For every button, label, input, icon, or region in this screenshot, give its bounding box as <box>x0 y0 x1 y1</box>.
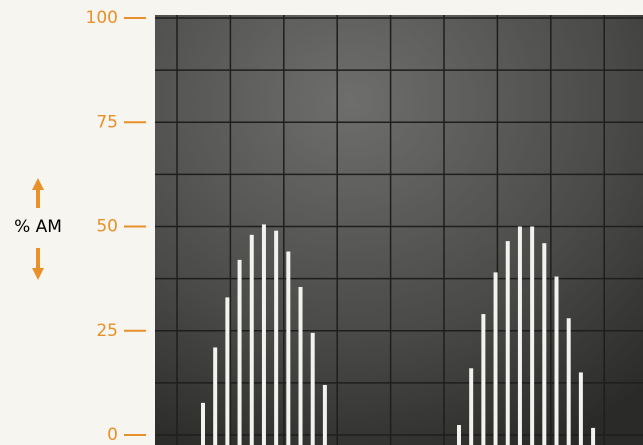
y-tick-label: 25 <box>96 321 118 341</box>
bar <box>494 272 498 445</box>
bar <box>238 260 242 445</box>
page: % AM 0255075100 (() => { const data = JS… <box>0 0 643 445</box>
bar <box>323 385 327 445</box>
y-tick-label: 75 <box>96 112 118 132</box>
bar <box>567 318 571 445</box>
chart: % AM 0 25 50 75 100 <box>0 0 643 445</box>
arrow-up <box>32 178 44 208</box>
y-tick-label: 100 <box>86 8 118 28</box>
bar <box>262 224 266 445</box>
bar <box>225 297 229 445</box>
arrow-down <box>32 248 44 280</box>
bar <box>457 425 461 445</box>
bar <box>286 252 290 445</box>
bar <box>591 428 595 445</box>
bar <box>469 368 473 445</box>
y-tick-label: 0 <box>107 425 118 445</box>
bar <box>250 235 254 445</box>
bar <box>201 403 205 445</box>
bar <box>555 277 559 445</box>
bar <box>542 243 546 445</box>
bar <box>274 231 278 445</box>
bar <box>299 287 303 445</box>
bar <box>213 347 217 445</box>
y-tick-label: 50 <box>96 217 118 237</box>
bar <box>481 314 485 445</box>
bar <box>518 227 522 445</box>
bar <box>530 227 534 445</box>
bar <box>506 241 510 445</box>
bar <box>311 333 315 445</box>
bar <box>579 372 583 445</box>
y-axis-label: % AM <box>14 217 62 237</box>
